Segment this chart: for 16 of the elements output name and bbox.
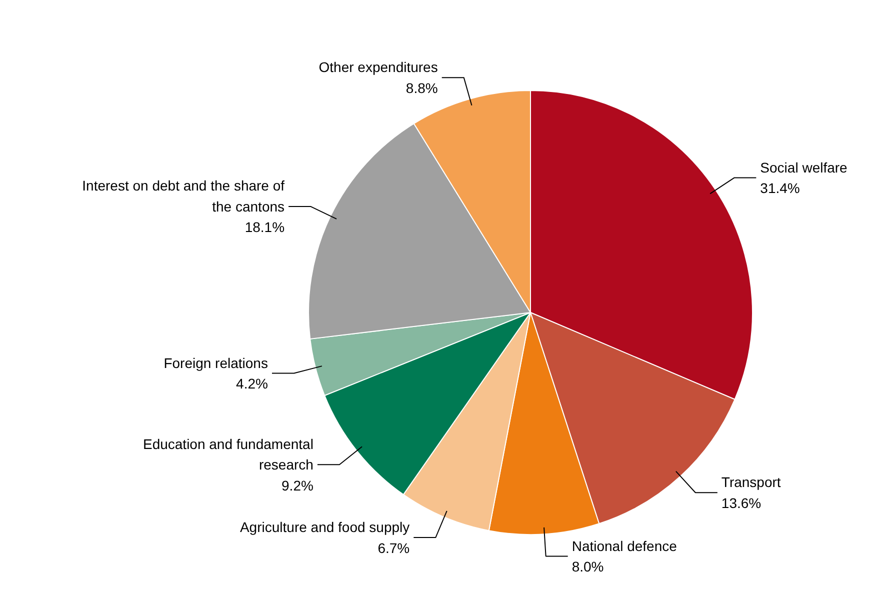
data-label: 8.0% [572,558,604,575]
slice-label: Transport [721,474,781,490]
data-label: 9.2% [282,477,314,494]
data-label: 31.4% [760,180,800,196]
data-label: 18.1% [244,219,285,236]
slice-label: Foreign relations [164,354,268,371]
data-label: 8.8% [406,80,438,96]
slice-label: National defence [572,538,678,554]
data-label: 13.6% [721,495,762,511]
data-label: 6.7% [378,540,410,556]
slice-label: Other expenditures [318,59,438,76]
slice-label: Interest on debt and the share of the cantons [82,178,285,214]
slice-label: Education and fundamental research [142,436,314,473]
slice-label: Social welfare [760,159,848,176]
data-label: 4.2% [236,376,268,392]
slice-label: Agriculture and food supply [240,519,410,536]
